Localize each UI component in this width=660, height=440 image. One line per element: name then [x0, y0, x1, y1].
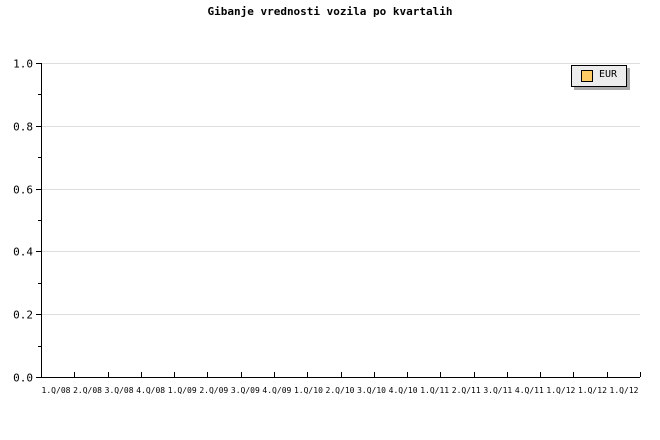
x-tick-label: 4.Q/10: [389, 386, 418, 395]
y-tick-label: 0.0: [13, 372, 33, 385]
chart-title: Gibanje vrednosti vozila po kvartalih: [207, 5, 453, 18]
x-tick-label: 3.Q/11: [483, 386, 512, 395]
x-tick-label: 4.Q/11: [515, 386, 544, 395]
y-tick-label: 0.6: [13, 184, 33, 197]
x-tick-label: 2.Q/11: [452, 386, 481, 395]
x-tick-label: 2.Q/10: [326, 386, 355, 395]
x-tick-label: 4.Q/08: [136, 386, 165, 395]
x-tick-label: 1.Q/12: [546, 386, 575, 395]
legend-label-eur: EUR: [599, 69, 618, 80]
x-tick-label: 1.Q/11: [420, 386, 449, 395]
x-tick-label: 3.Q/10: [357, 386, 386, 395]
legend: EUR: [571, 65, 627, 87]
x-tick-label: 3.Q/09: [231, 386, 260, 395]
y-tick-label: 1.0: [13, 58, 33, 71]
x-tick-label: 1.Q/12: [610, 386, 639, 395]
x-tick-label: 1.Q/10: [294, 386, 323, 395]
legend-swatch-eur: [581, 70, 593, 82]
y-tick-label: 0.8: [13, 121, 33, 134]
x-tick-label: 1.Q/09: [168, 386, 197, 395]
x-tick-label: 1.Q/12: [578, 386, 607, 395]
y-tick-label: 0.2: [13, 309, 33, 322]
x-tick-label: 1.Q/08: [42, 386, 71, 395]
y-tick-label: 0.4: [13, 246, 33, 259]
x-tick-label: 3.Q/08: [105, 386, 134, 395]
x-tick-label: 2.Q/08: [73, 386, 102, 395]
x-tick-label: 4.Q/09: [262, 386, 291, 395]
x-tick-label: 2.Q/09: [199, 386, 228, 395]
